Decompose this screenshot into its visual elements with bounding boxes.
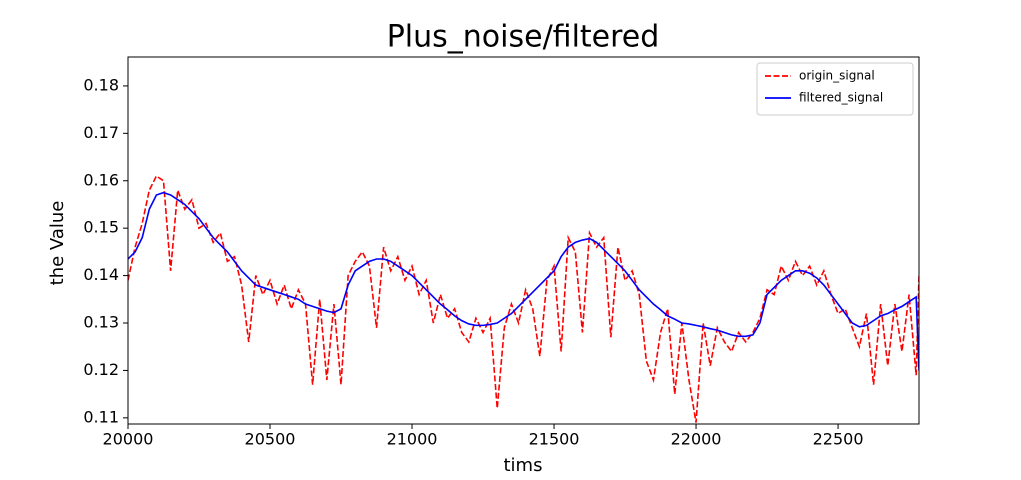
x-tick-label: 20500 <box>245 430 296 449</box>
y-tick-label: 0.11 <box>83 407 119 426</box>
series-line <box>128 191 919 371</box>
chart-title: Plus_noise/filtered <box>387 20 660 55</box>
y-tick-label: 0.18 <box>83 75 119 94</box>
x-tick-label: 20000 <box>103 430 154 449</box>
legend-label: filtered_signal <box>799 91 883 105</box>
legend-label: origin_signal <box>799 69 875 83</box>
y-tick-label: 0.17 <box>83 123 119 142</box>
y-tick-label: 0.15 <box>83 218 119 237</box>
y-tick-label: 0.16 <box>83 170 119 189</box>
y-tick-label: 0.12 <box>83 360 119 379</box>
x-tick-label: 22500 <box>813 430 864 449</box>
y-tick-label: 0.14 <box>83 265 119 284</box>
legend-box <box>756 62 914 116</box>
x-tick-label: 22000 <box>671 430 722 449</box>
x-tick-label: 21500 <box>529 430 580 449</box>
y-axis-label: the Value <box>47 201 68 286</box>
plot-frame <box>127 56 920 425</box>
y-tick-label: 0.13 <box>83 313 119 332</box>
x-axis-label: tims <box>504 455 543 476</box>
x-tick-label: 21000 <box>387 430 438 449</box>
